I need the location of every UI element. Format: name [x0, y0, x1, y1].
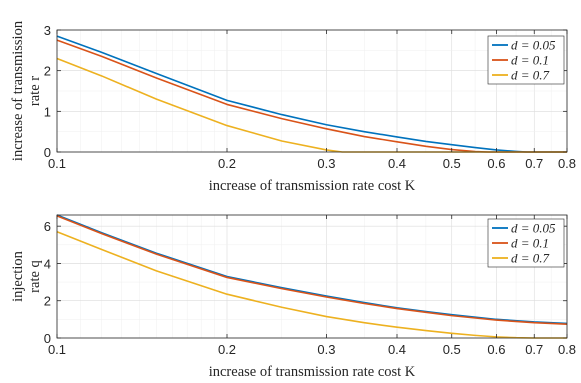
- x-tick-label: 0.1: [48, 342, 66, 357]
- y-tick-label: 2: [44, 64, 51, 79]
- x-tick-label: 0.3: [317, 342, 335, 357]
- x-tick-label: 0.5: [443, 342, 461, 357]
- legend-entry-3: d = 0.7: [511, 251, 550, 266]
- x-tick-label: 0.4: [388, 156, 406, 171]
- y-tick-label: 0: [44, 145, 51, 160]
- x-tick-label: 0.8: [558, 156, 576, 171]
- series-line-2: [56, 215, 568, 326]
- x-tick-label: 0.7: [525, 156, 543, 171]
- x-tick-label: 0.4: [388, 342, 406, 357]
- plot-frame: [56, 214, 568, 339]
- y-tick-label: 3: [44, 23, 51, 38]
- y-tick-label: 1: [44, 104, 51, 119]
- x-tick-label: 0.8: [558, 342, 576, 357]
- plot-frame: [56, 29, 568, 153]
- x-tick-label: 0.3: [317, 156, 335, 171]
- x-axis-label: increase of transmission rate cost K: [209, 178, 416, 194]
- legend-entry-1: d = 0.05: [511, 38, 556, 53]
- y-tick-label: 6: [44, 219, 51, 234]
- x-tick-label: 0.7: [525, 342, 543, 357]
- y-axis-label: rate q: [27, 260, 43, 293]
- x-axis-label: increase of transmission rate cost K: [209, 364, 416, 380]
- legend-entry-1: d = 0.05: [511, 221, 556, 236]
- y-tick-label: 4: [44, 256, 51, 271]
- y-axis-label: increase of transmission: [10, 20, 26, 161]
- y-tick-label: 2: [44, 294, 51, 309]
- y-axis-label: injection: [10, 250, 26, 301]
- legend-entry-2: d = 0.1: [511, 236, 549, 251]
- x-tick-label: 0.2: [218, 342, 236, 357]
- x-tick-label: 0.1: [48, 156, 66, 171]
- x-tick-label: 0.6: [487, 342, 505, 357]
- legend-box: [487, 218, 565, 268]
- x-tick-label: 0.6: [487, 156, 505, 171]
- legend-entry-2: d = 0.1: [511, 53, 549, 68]
- chart-injection-rate: 0.1 0.2 0.3 0.4 0.5 0.6 0.7 0.8 0 2 4 6 increase of …: [10, 214, 576, 380]
- y-tick-label: 0: [44, 331, 51, 346]
- y-axis-label: rate r: [27, 76, 43, 106]
- legend-entry-3: d = 0.7: [511, 68, 550, 83]
- x-tick-label: 0.2: [218, 156, 236, 171]
- x-tick-label: 0.5: [443, 156, 461, 171]
- chart-transmission-rate: 0.1 0.2 0.3 0.4 0.5 0.6 0.7 0.8 0 1 2 3 increase of …: [10, 20, 576, 194]
- series-line-3: [56, 231, 567, 339]
